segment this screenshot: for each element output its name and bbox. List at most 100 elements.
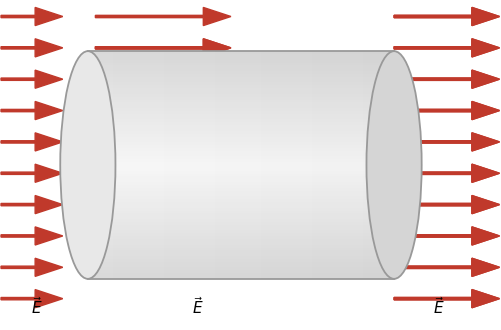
Polygon shape bbox=[88, 276, 393, 279]
FancyArrow shape bbox=[1, 164, 63, 182]
FancyArrow shape bbox=[95, 258, 230, 277]
Polygon shape bbox=[88, 114, 393, 116]
FancyArrow shape bbox=[393, 8, 498, 26]
Polygon shape bbox=[88, 88, 393, 91]
Polygon shape bbox=[88, 148, 393, 151]
Polygon shape bbox=[88, 191, 393, 193]
Polygon shape bbox=[88, 230, 393, 233]
Polygon shape bbox=[88, 60, 393, 63]
Polygon shape bbox=[88, 74, 393, 77]
Polygon shape bbox=[88, 225, 393, 228]
Polygon shape bbox=[88, 216, 393, 219]
FancyArrow shape bbox=[95, 195, 230, 214]
FancyArrow shape bbox=[393, 102, 498, 119]
FancyArrow shape bbox=[393, 102, 498, 119]
Polygon shape bbox=[88, 134, 393, 137]
Polygon shape bbox=[88, 159, 393, 162]
Polygon shape bbox=[88, 142, 393, 145]
FancyArrow shape bbox=[393, 70, 498, 88]
Polygon shape bbox=[88, 63, 393, 65]
FancyArrow shape bbox=[393, 195, 498, 214]
FancyArrow shape bbox=[95, 133, 230, 151]
FancyArrow shape bbox=[393, 195, 498, 214]
Polygon shape bbox=[88, 85, 393, 88]
FancyArrow shape bbox=[393, 70, 498, 88]
Polygon shape bbox=[88, 214, 393, 216]
FancyArrow shape bbox=[393, 258, 498, 277]
Polygon shape bbox=[88, 228, 393, 230]
FancyArrow shape bbox=[1, 102, 63, 119]
Polygon shape bbox=[88, 219, 393, 222]
FancyArrow shape bbox=[393, 290, 498, 308]
Polygon shape bbox=[88, 208, 393, 211]
Polygon shape bbox=[88, 188, 393, 191]
Polygon shape bbox=[88, 202, 393, 205]
Polygon shape bbox=[88, 236, 393, 239]
Polygon shape bbox=[88, 196, 393, 199]
Polygon shape bbox=[88, 165, 393, 168]
Polygon shape bbox=[88, 211, 393, 214]
FancyArrow shape bbox=[95, 8, 230, 26]
FancyArrow shape bbox=[393, 227, 498, 245]
FancyArrow shape bbox=[393, 164, 498, 182]
Polygon shape bbox=[88, 250, 393, 253]
Polygon shape bbox=[88, 259, 393, 262]
Polygon shape bbox=[88, 116, 393, 119]
Polygon shape bbox=[88, 273, 393, 276]
Polygon shape bbox=[88, 262, 393, 265]
FancyArrow shape bbox=[95, 39, 230, 57]
Polygon shape bbox=[88, 245, 393, 248]
Polygon shape bbox=[88, 51, 393, 54]
Polygon shape bbox=[88, 111, 393, 114]
FancyArrow shape bbox=[95, 102, 230, 119]
Polygon shape bbox=[88, 179, 393, 182]
Polygon shape bbox=[88, 137, 393, 139]
Ellipse shape bbox=[60, 51, 115, 279]
Text: $\vec{E}$: $\vec{E}$ bbox=[432, 296, 444, 317]
Polygon shape bbox=[88, 174, 393, 177]
Polygon shape bbox=[88, 91, 393, 94]
Polygon shape bbox=[88, 205, 393, 208]
Polygon shape bbox=[88, 193, 393, 196]
FancyArrow shape bbox=[393, 227, 498, 245]
FancyArrow shape bbox=[393, 290, 498, 308]
Polygon shape bbox=[88, 168, 393, 171]
FancyArrow shape bbox=[1, 133, 63, 151]
Polygon shape bbox=[88, 199, 393, 202]
Polygon shape bbox=[88, 102, 393, 105]
Polygon shape bbox=[88, 145, 393, 148]
FancyArrow shape bbox=[95, 164, 230, 182]
FancyArrow shape bbox=[1, 39, 63, 57]
FancyArrow shape bbox=[393, 133, 498, 151]
Polygon shape bbox=[88, 80, 393, 82]
FancyArrow shape bbox=[95, 227, 230, 245]
FancyArrow shape bbox=[95, 258, 230, 277]
FancyArrow shape bbox=[95, 102, 230, 119]
Polygon shape bbox=[88, 108, 393, 111]
FancyArrow shape bbox=[95, 227, 230, 245]
Polygon shape bbox=[88, 248, 393, 250]
FancyArrow shape bbox=[95, 70, 230, 88]
Polygon shape bbox=[88, 68, 393, 71]
FancyArrow shape bbox=[393, 164, 498, 182]
Polygon shape bbox=[88, 239, 393, 242]
Polygon shape bbox=[88, 97, 393, 100]
FancyArrow shape bbox=[393, 39, 498, 57]
Polygon shape bbox=[88, 222, 393, 225]
FancyArrow shape bbox=[393, 39, 498, 57]
Polygon shape bbox=[88, 265, 393, 267]
Ellipse shape bbox=[366, 51, 421, 279]
Polygon shape bbox=[88, 94, 393, 97]
Polygon shape bbox=[88, 233, 393, 236]
Polygon shape bbox=[88, 77, 393, 80]
Polygon shape bbox=[88, 256, 393, 259]
Polygon shape bbox=[88, 71, 393, 74]
FancyArrow shape bbox=[1, 70, 63, 88]
FancyArrow shape bbox=[95, 195, 230, 214]
FancyArrow shape bbox=[95, 133, 230, 151]
FancyArrow shape bbox=[1, 290, 63, 308]
Polygon shape bbox=[88, 270, 393, 273]
Polygon shape bbox=[88, 162, 393, 165]
Polygon shape bbox=[88, 119, 393, 122]
Polygon shape bbox=[88, 242, 393, 245]
